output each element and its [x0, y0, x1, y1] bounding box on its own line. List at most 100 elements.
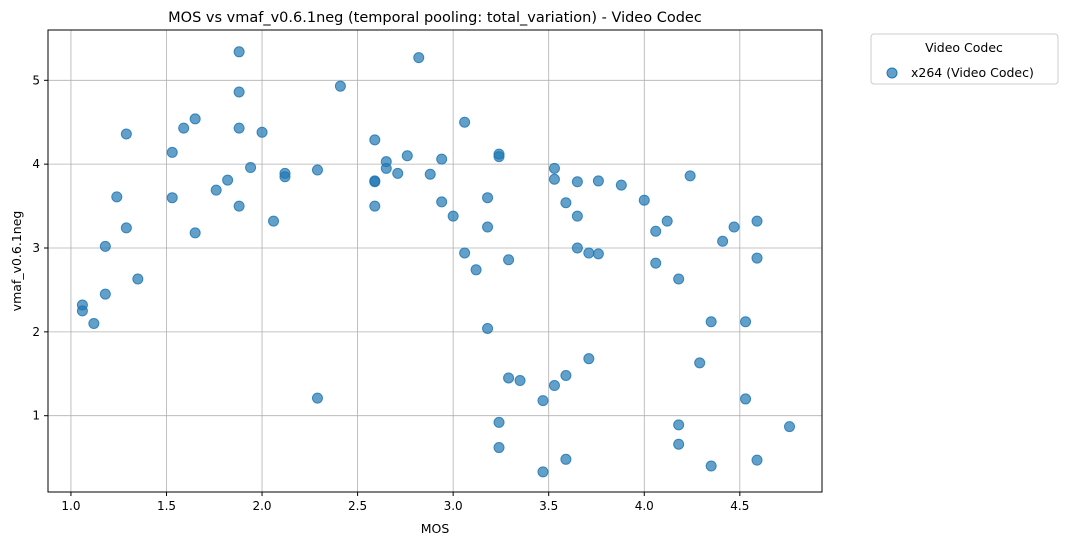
data-point — [111, 191, 123, 203]
data-point — [548, 173, 560, 185]
x-tick-label: 3.5 — [539, 499, 558, 513]
legend-title: Video Codec — [925, 40, 1003, 55]
data-point — [447, 210, 459, 222]
data-point — [751, 454, 763, 466]
data-point — [470, 264, 482, 276]
data-point — [424, 168, 436, 180]
chart-title: MOS vs vmaf_v0.6.1neg (temporal pooling:… — [168, 10, 702, 26]
y-axis-label: vmaf_v0.6.1neg — [9, 211, 24, 312]
data-point — [751, 252, 763, 264]
data-point — [705, 460, 717, 472]
legend-marker — [886, 67, 898, 79]
data-point — [784, 421, 796, 433]
data-point — [560, 453, 572, 465]
data-point — [751, 215, 763, 227]
data-point — [560, 369, 572, 381]
data-point — [99, 240, 111, 252]
data-point — [650, 257, 662, 269]
data-point — [583, 353, 595, 365]
data-point — [233, 46, 245, 58]
data-point — [571, 210, 583, 222]
data-point — [311, 392, 323, 404]
data-point — [120, 128, 132, 140]
data-point — [740, 316, 752, 328]
y-tick-label: 3 — [32, 241, 40, 255]
data-point — [233, 122, 245, 134]
data-point — [334, 80, 346, 92]
data-point — [571, 176, 583, 188]
data-point — [369, 134, 381, 146]
data-point — [482, 221, 494, 233]
data-point — [166, 192, 178, 204]
x-tick-label: 1.0 — [61, 499, 80, 513]
data-point — [392, 167, 404, 179]
data-point — [99, 288, 111, 300]
y-axis-ticks: 1 2 3 4 5 — [32, 73, 48, 423]
data-point — [583, 247, 595, 259]
data-point — [279, 171, 291, 183]
data-point — [459, 247, 471, 259]
data-point — [256, 126, 268, 138]
x-tick-label: 2.5 — [348, 499, 367, 513]
y-tick-label: 5 — [32, 73, 40, 87]
data-point — [548, 162, 560, 174]
x-axis-label: MOS — [421, 521, 450, 536]
data-point — [482, 322, 494, 334]
data-point — [673, 419, 685, 431]
y-tick-label: 1 — [32, 409, 40, 423]
data-point — [493, 151, 505, 163]
data-point — [638, 194, 650, 206]
data-point — [210, 184, 222, 196]
data-point — [311, 164, 323, 176]
y-tick-label: 4 — [32, 157, 40, 171]
data-point — [189, 227, 201, 239]
data-point — [548, 380, 560, 392]
grid-lines — [48, 30, 822, 492]
data-point — [369, 200, 381, 212]
data-point — [436, 196, 448, 208]
data-point — [740, 393, 752, 405]
data-point — [166, 146, 178, 158]
data-point — [120, 222, 132, 234]
data-point — [673, 438, 685, 450]
x-tick-label: 4.0 — [635, 499, 654, 513]
data-point — [88, 317, 100, 329]
data-point — [514, 374, 526, 386]
data-point — [132, 273, 144, 285]
data-point — [592, 175, 604, 187]
data-point — [661, 215, 673, 227]
x-tick-label: 4.5 — [730, 499, 749, 513]
data-point — [705, 316, 717, 328]
legend-box — [870, 33, 1059, 85]
plot-area — [48, 30, 822, 492]
data-point — [694, 357, 706, 369]
data-point — [482, 192, 494, 204]
data-point — [245, 162, 257, 174]
x-tick-label: 1.5 — [157, 499, 176, 513]
data-point — [493, 416, 505, 428]
data-point — [178, 122, 190, 134]
data-point — [413, 52, 425, 64]
data-point — [369, 176, 381, 188]
data-point — [537, 466, 549, 478]
data-point — [615, 179, 627, 191]
data-point — [233, 86, 245, 98]
y-tick-label: 2 — [32, 325, 40, 339]
data-point — [650, 225, 662, 237]
data-points — [76, 46, 796, 478]
data-point — [189, 113, 201, 125]
data-point — [728, 221, 740, 233]
data-point — [592, 248, 604, 260]
x-axis-ticks: 1.0 1.5 2.0 2.5 3.0 3.5 4.0 4.5 — [61, 492, 749, 513]
data-point — [401, 150, 413, 162]
x-tick-label: 2.0 — [252, 499, 271, 513]
data-point — [673, 273, 685, 285]
data-point — [684, 170, 696, 182]
data-point — [459, 116, 471, 128]
data-point — [268, 215, 280, 227]
data-point — [436, 153, 448, 165]
data-point — [537, 395, 549, 407]
data-point — [560, 197, 572, 209]
data-point — [503, 254, 515, 266]
